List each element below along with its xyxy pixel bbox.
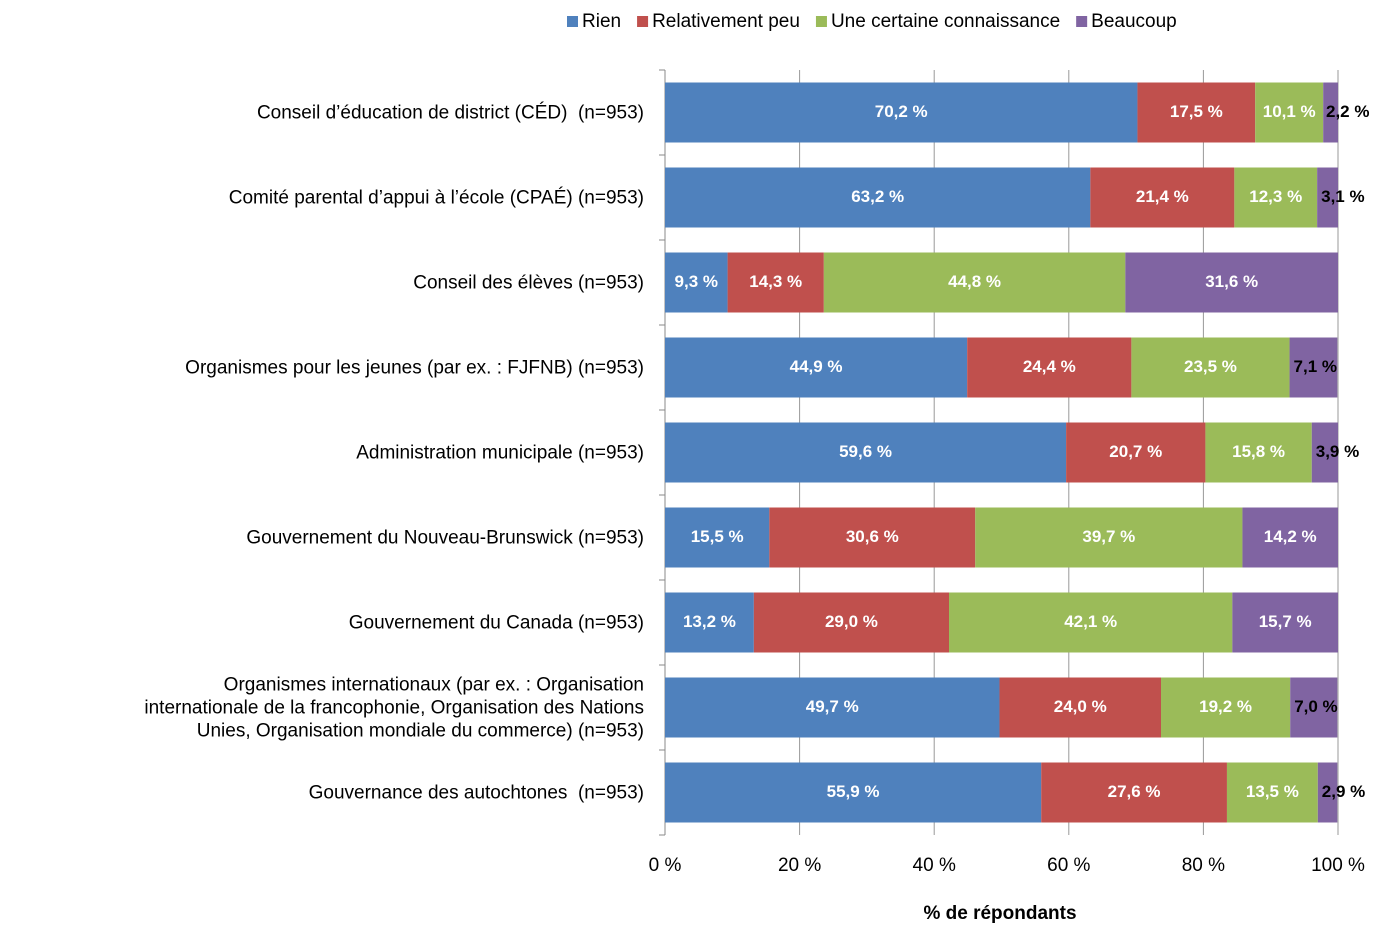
data-label: 24,0 %	[1054, 697, 1107, 716]
bar-segment	[769, 507, 976, 568]
y-tick-label: Conseil des élèves (n=953)	[413, 272, 644, 293]
y-tick-label: Gouvernement du Canada (n=953)	[348, 612, 644, 633]
bar-segment	[1289, 337, 1338, 398]
data-label: 15,5 %	[691, 527, 744, 546]
bar-segment	[1317, 167, 1338, 228]
data-label: 24,4 %	[1023, 357, 1076, 376]
bar-segment	[665, 82, 1138, 143]
y-tick-label: Gouvernance des autochtones (n=953)	[308, 782, 644, 803]
data-label: 20,7 %	[1109, 442, 1162, 461]
bar-segment	[665, 337, 968, 398]
data-label: 70,2 %	[875, 102, 928, 121]
bar-segment	[1205, 422, 1312, 483]
bar-segment	[1255, 82, 1324, 143]
data-label: 59,6 %	[839, 442, 892, 461]
legend-label: Une certaine connaissance	[831, 11, 1060, 32]
y-tick-label: Gouvernement du Nouveau-Brunswick (n=953…	[246, 527, 644, 548]
data-label: 9,3 %	[675, 272, 718, 291]
bar-segment	[1041, 762, 1227, 823]
data-label: 30,6 %	[846, 527, 899, 546]
bar-segment	[665, 507, 770, 568]
bar-segment	[1090, 167, 1235, 228]
bar-segment	[665, 677, 1000, 738]
data-label: 7,0 %	[1294, 697, 1337, 716]
bar-segment	[1226, 762, 1318, 823]
bar-segment	[1317, 762, 1338, 823]
bar-segment	[967, 337, 1132, 398]
data-label: 39,7 %	[1082, 527, 1135, 546]
data-label: 12,3 %	[1249, 187, 1302, 206]
data-label: 7,1 %	[1294, 357, 1337, 376]
bar-segment	[1125, 252, 1338, 313]
y-tick-label: Conseil d’éducation de district (CÉD) (n…	[256, 102, 644, 123]
bar-segment	[975, 507, 1243, 568]
legend-swatch	[1076, 16, 1088, 27]
y-tick-label: Comité parental d’appui à l’école (CPAÉ)…	[228, 187, 644, 208]
data-label: 14,3 %	[749, 272, 802, 291]
bar-segment	[823, 252, 1126, 313]
x-axis-title: % de répondants	[923, 903, 1076, 924]
legend-label: Relativement peu	[652, 11, 800, 32]
bar-segment	[1234, 167, 1318, 228]
data-label: 27,6 %	[1108, 782, 1161, 801]
data-label: 29,0 %	[825, 612, 878, 631]
bar-segment	[1242, 507, 1338, 568]
data-label: 3,1 %	[1321, 187, 1364, 206]
y-tick-label: Organismes pour les jeunes (par ex. : FJ…	[185, 357, 644, 378]
x-tick-label: 20 %	[778, 855, 821, 876]
bar-segment	[949, 592, 1233, 653]
data-label: 10,1 %	[1263, 102, 1316, 121]
bar-segment	[1290, 677, 1338, 738]
bar-segment	[665, 252, 728, 313]
data-label: 3,9 %	[1316, 442, 1359, 461]
data-label: 44,9 %	[790, 357, 843, 376]
data-label: 17,5 %	[1170, 102, 1223, 121]
x-tick-label: 60 %	[1047, 855, 1090, 876]
data-label: 31,6 %	[1205, 272, 1258, 291]
legend-swatch	[815, 16, 827, 27]
bar-segment	[1161, 677, 1291, 738]
bar-segment	[1232, 592, 1338, 653]
bar-segment	[665, 592, 754, 653]
bar-segment	[1066, 422, 1206, 483]
data-label: 19,2 %	[1199, 697, 1252, 716]
legend-swatch	[637, 16, 649, 27]
data-label: 2,9 %	[1322, 782, 1365, 801]
y-tick-label: Administration municipale (n=953)	[356, 442, 644, 463]
legend-label: Beaucoup	[1091, 11, 1177, 32]
bar-segment	[665, 167, 1091, 228]
data-label: 44,8 %	[948, 272, 1001, 291]
bar-segment	[727, 252, 824, 313]
x-tick-label: 100 %	[1311, 855, 1365, 876]
data-label: 42,1 %	[1064, 612, 1117, 631]
y-tick-label: Organismes internationaux (par ex. : Org…	[144, 674, 644, 741]
x-tick-label: 80 %	[1182, 855, 1225, 876]
bar-segment	[1311, 422, 1338, 483]
data-label: 14,2 %	[1264, 527, 1317, 546]
bar-segment	[1137, 82, 1256, 143]
bar-segment	[1131, 337, 1290, 398]
bar-segment	[665, 762, 1042, 823]
data-label: 21,4 %	[1136, 187, 1189, 206]
legend-swatch	[567, 16, 578, 27]
x-tick-label: 40 %	[913, 855, 956, 876]
data-label: 13,2 %	[683, 612, 736, 631]
data-label: 15,8 %	[1232, 442, 1285, 461]
bar-segment	[753, 592, 950, 653]
legend-label: Rien	[582, 11, 621, 32]
bar-segment	[999, 677, 1162, 738]
bar-segment	[1323, 82, 1338, 143]
data-label: 49,7 %	[806, 697, 859, 716]
data-label: 23,5 %	[1184, 357, 1237, 376]
data-label: 13,5 %	[1246, 782, 1299, 801]
data-label: 55,9 %	[827, 782, 880, 801]
bar-segment	[665, 422, 1067, 483]
data-label: 63,2 %	[851, 187, 904, 206]
data-label: 15,7 %	[1259, 612, 1312, 631]
x-tick-label: 0 %	[649, 855, 682, 876]
data-label: 2,2 %	[1326, 102, 1369, 121]
